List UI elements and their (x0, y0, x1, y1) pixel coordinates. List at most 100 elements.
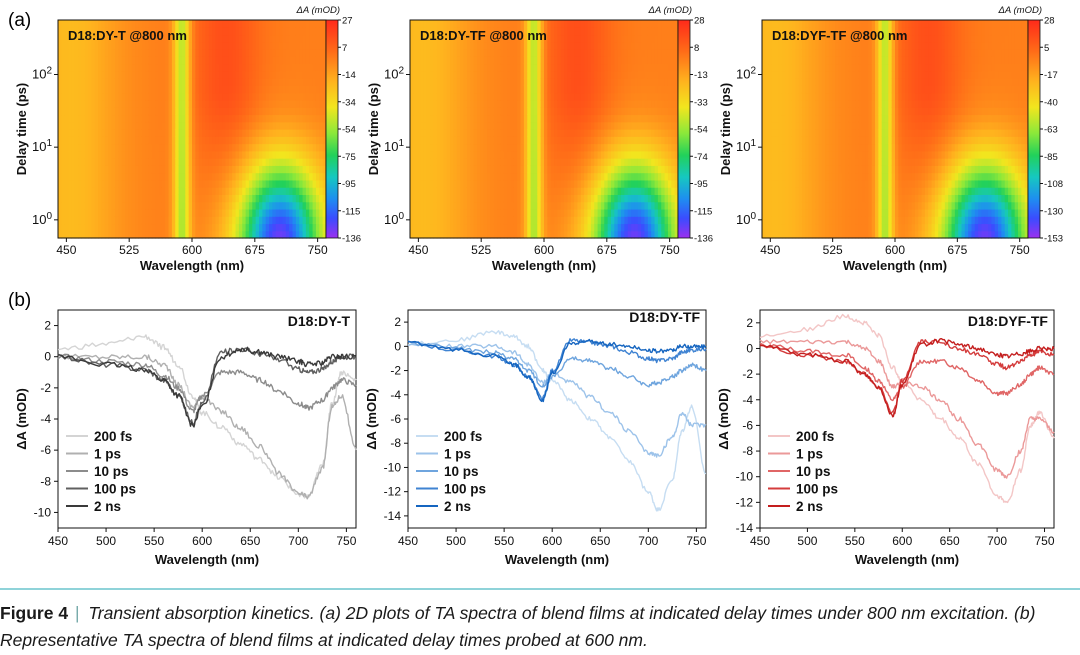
heatmap-cell (192, 143, 196, 152)
heatmap-cell (480, 78, 485, 86)
heatmap-cell (570, 20, 575, 28)
heatmap-cell (111, 114, 116, 123)
heatmap-cell (165, 208, 170, 217)
heatmap-cell (527, 107, 532, 116)
heatmap-cell (410, 143, 414, 152)
heatmap-cell (81, 129, 86, 137)
heatmap-cell (426, 20, 431, 28)
heatmap-cell (671, 216, 676, 225)
heatmap-cell (654, 85, 659, 94)
heatmap-cell (577, 34, 582, 43)
heatmap-cell (131, 179, 136, 188)
heatmap-cell (94, 158, 99, 166)
heatmap-cell (651, 41, 656, 50)
heatmap-cell (171, 92, 176, 101)
heatmap-cell (175, 194, 180, 203)
heatmap-cell (644, 63, 649, 72)
heatmap-cell (463, 208, 468, 217)
heatmap-cell (181, 194, 186, 203)
heatmap-cell (597, 179, 602, 188)
heatmap-cell (577, 158, 582, 166)
heatmap-cell (222, 216, 227, 225)
heatmap-cell (192, 107, 196, 116)
heatmap-cell (436, 20, 441, 28)
heatmap-cell (312, 56, 317, 65)
heatmap-cell (305, 56, 310, 65)
heatmap-cell (410, 34, 414, 43)
heatmap-cell (265, 78, 270, 86)
heatmap-cell (215, 194, 220, 203)
heatmap-cell (567, 194, 572, 203)
heatmap-cell (94, 129, 99, 137)
heatmap-cell (463, 158, 468, 166)
heatmap-cell (135, 150, 139, 159)
heatmap-cell (520, 230, 525, 239)
heatmap-cell (208, 78, 213, 86)
heatmap-cell (426, 107, 431, 116)
heatmap-cell (61, 201, 66, 210)
heatmap-cell (259, 158, 263, 166)
heatmap-cell (580, 143, 585, 152)
heatmap-cell (570, 107, 575, 116)
heatmap-cell (322, 208, 327, 217)
heatmap-cell (527, 92, 532, 101)
heatmap-cell (614, 121, 619, 130)
heatmap-cell (108, 41, 113, 50)
heatmap-cell (644, 165, 649, 174)
heatmap-cell (302, 129, 307, 137)
heatmap-cell (58, 187, 62, 195)
heatmap-cell (135, 121, 139, 130)
heatmap-cell (171, 56, 176, 65)
heatmap-cell (771, 114, 776, 123)
heatmap-cell (436, 216, 441, 225)
heatmap-cell (292, 34, 297, 43)
heatmap-cell (577, 70, 582, 79)
heatmap-cell (497, 114, 502, 123)
heatmap-cell (178, 187, 183, 195)
heatmap-cell (161, 194, 166, 203)
heatmap-cell (245, 129, 250, 137)
heatmap-cell (188, 223, 193, 232)
heatmap-cell (507, 99, 512, 108)
heatmap-cell (473, 165, 478, 174)
heatmap-cell (637, 49, 642, 57)
heatmap-cell (604, 150, 609, 159)
heatmap-cell (118, 158, 123, 166)
heatmap-cell (430, 150, 435, 159)
heatmap-cell (299, 216, 304, 225)
heatmap-cell (433, 20, 438, 28)
heatmap-cell (466, 121, 471, 130)
heatmap-cell (634, 216, 639, 225)
heatmap-cell (617, 34, 622, 43)
heatmap-cell (644, 78, 649, 86)
heatmap-cell (148, 201, 153, 210)
heatmap-cell (490, 107, 495, 116)
heatmap-cell (590, 216, 595, 225)
heatmap-cell (235, 194, 240, 203)
heatmap-cell (507, 179, 512, 188)
heatmap-cell (564, 78, 569, 86)
heatmap-cell (533, 216, 538, 225)
heatmap-cell (309, 20, 314, 28)
heatmap-cell (554, 49, 558, 57)
heatmap-cell (111, 63, 116, 72)
heatmap-cell (453, 41, 458, 50)
heatmap-cell (674, 194, 679, 203)
heatmap-cell (507, 172, 512, 181)
heatmap-cell (282, 92, 287, 101)
heatmap-cell (607, 179, 612, 188)
heatmap-cell (259, 70, 263, 79)
heatmap-cell (413, 136, 418, 145)
heatmap-cell (587, 216, 592, 225)
heatmap-cell (232, 41, 237, 50)
heatmap-cell (631, 114, 636, 123)
heatmap-cell (765, 136, 770, 145)
heatmap-cell (634, 129, 639, 137)
heatmap-cell (295, 92, 300, 101)
heatmap-cell (577, 172, 582, 181)
heatmap-cell (500, 158, 505, 166)
heatmap-cell (94, 85, 99, 94)
heatmap-cell (426, 172, 431, 181)
heatmap-cell (68, 201, 72, 210)
heatmap-cell (430, 223, 435, 232)
